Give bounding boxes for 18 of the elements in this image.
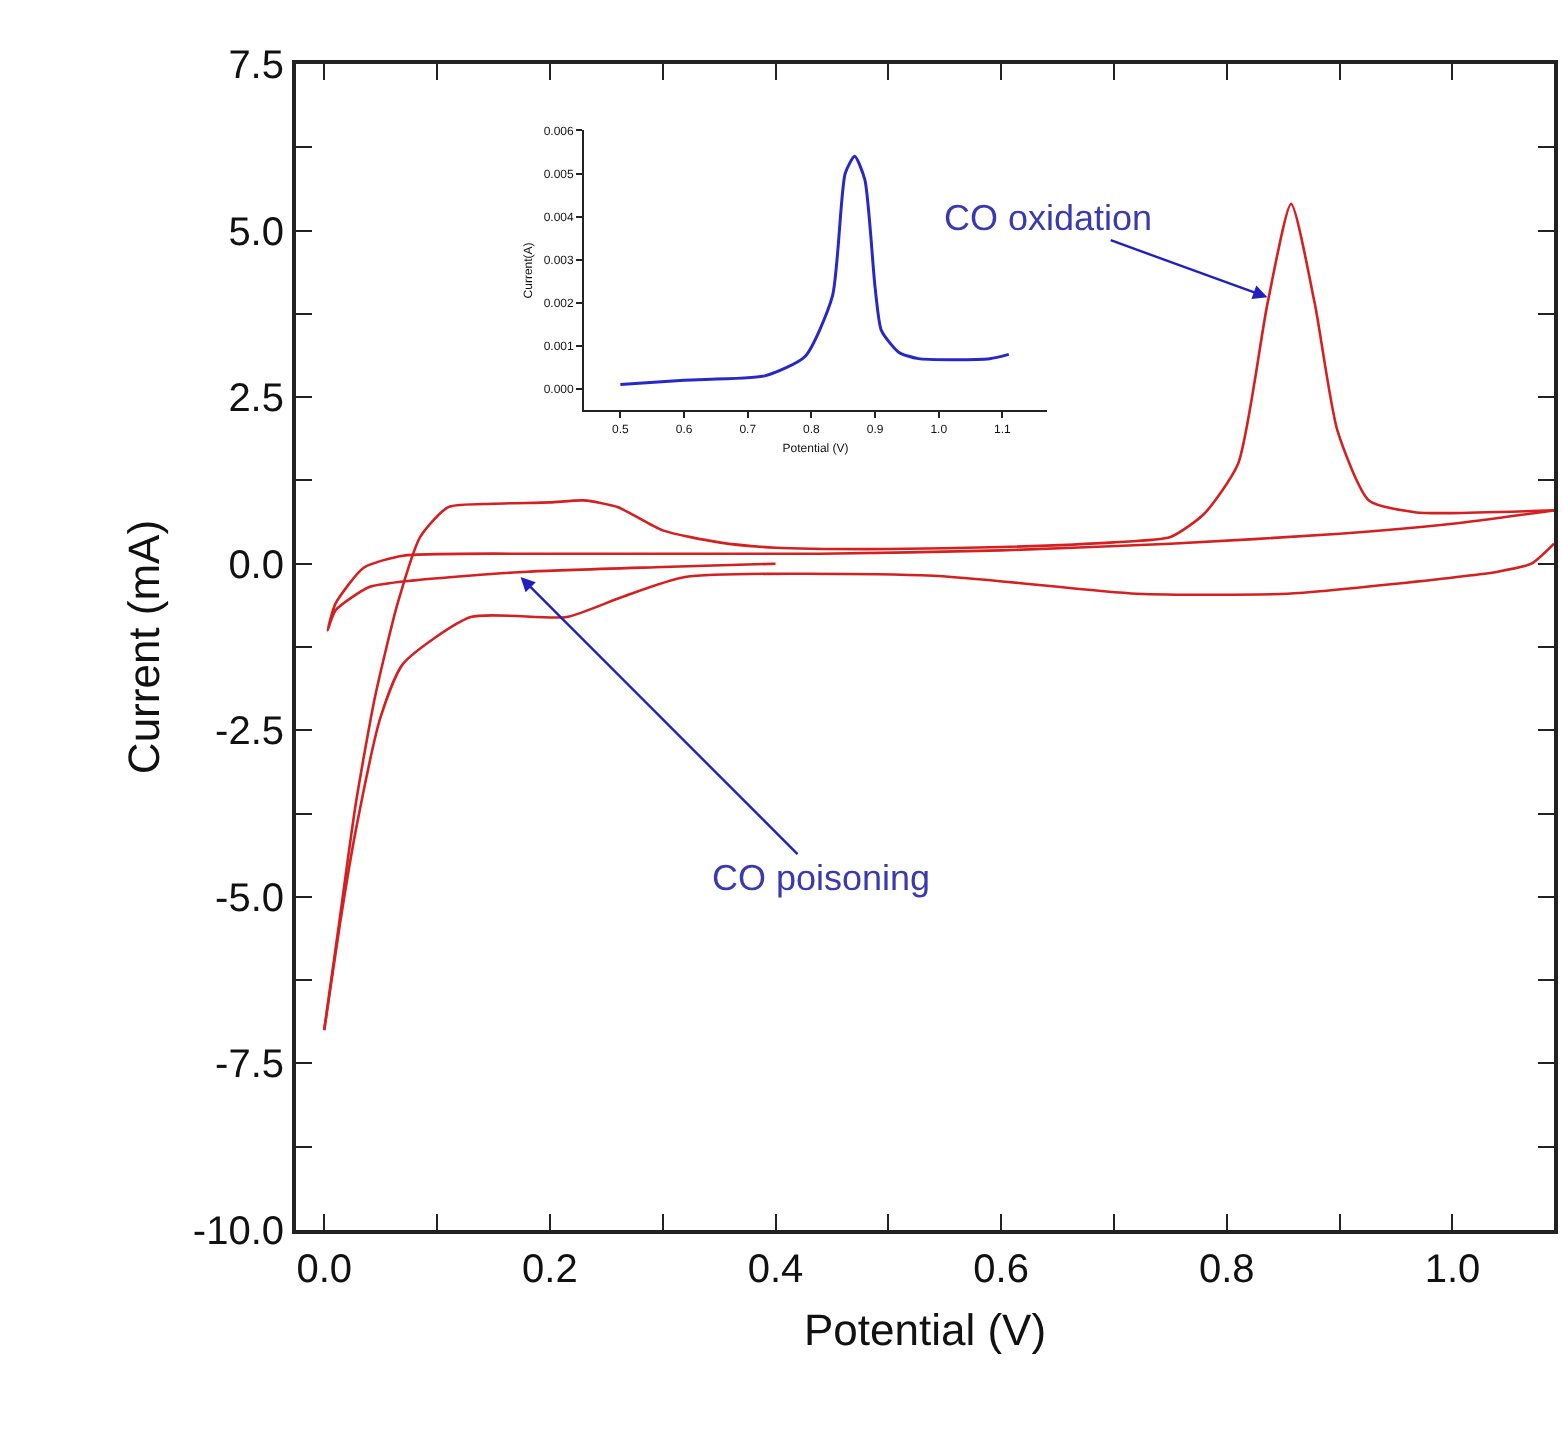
x-tick-label: 0.8 [1198,1248,1255,1292]
x-tick-label: 0.0 [296,1248,353,1292]
x-tick-label: 1.0 [1424,1248,1481,1292]
annotation: CO poisoning [712,858,931,898]
y-tick-label: -10.0 [192,1210,284,1254]
y-tick-label: 7.5 [228,44,284,88]
x-tick-label: 0.6 [973,1248,1029,1292]
y-tick-label: -2.5 [215,710,284,755]
x-tick-label: 0.2 [522,1248,578,1292]
y-axis-title: Current (mA) [119,519,170,775]
y-tick-label: -7.5 [215,1043,284,1088]
y-tick-label: -5.0 [215,876,284,921]
y-tick-label: 2.5 [228,377,284,422]
y-tick-label: 0.0 [228,543,284,588]
x-tick-label: 0.4 [747,1248,804,1292]
y-tick-label: 5.0 [228,210,284,255]
x-axis-title: Potential (V) [803,1304,1047,1355]
annotation: CO oxidation [944,198,1153,238]
